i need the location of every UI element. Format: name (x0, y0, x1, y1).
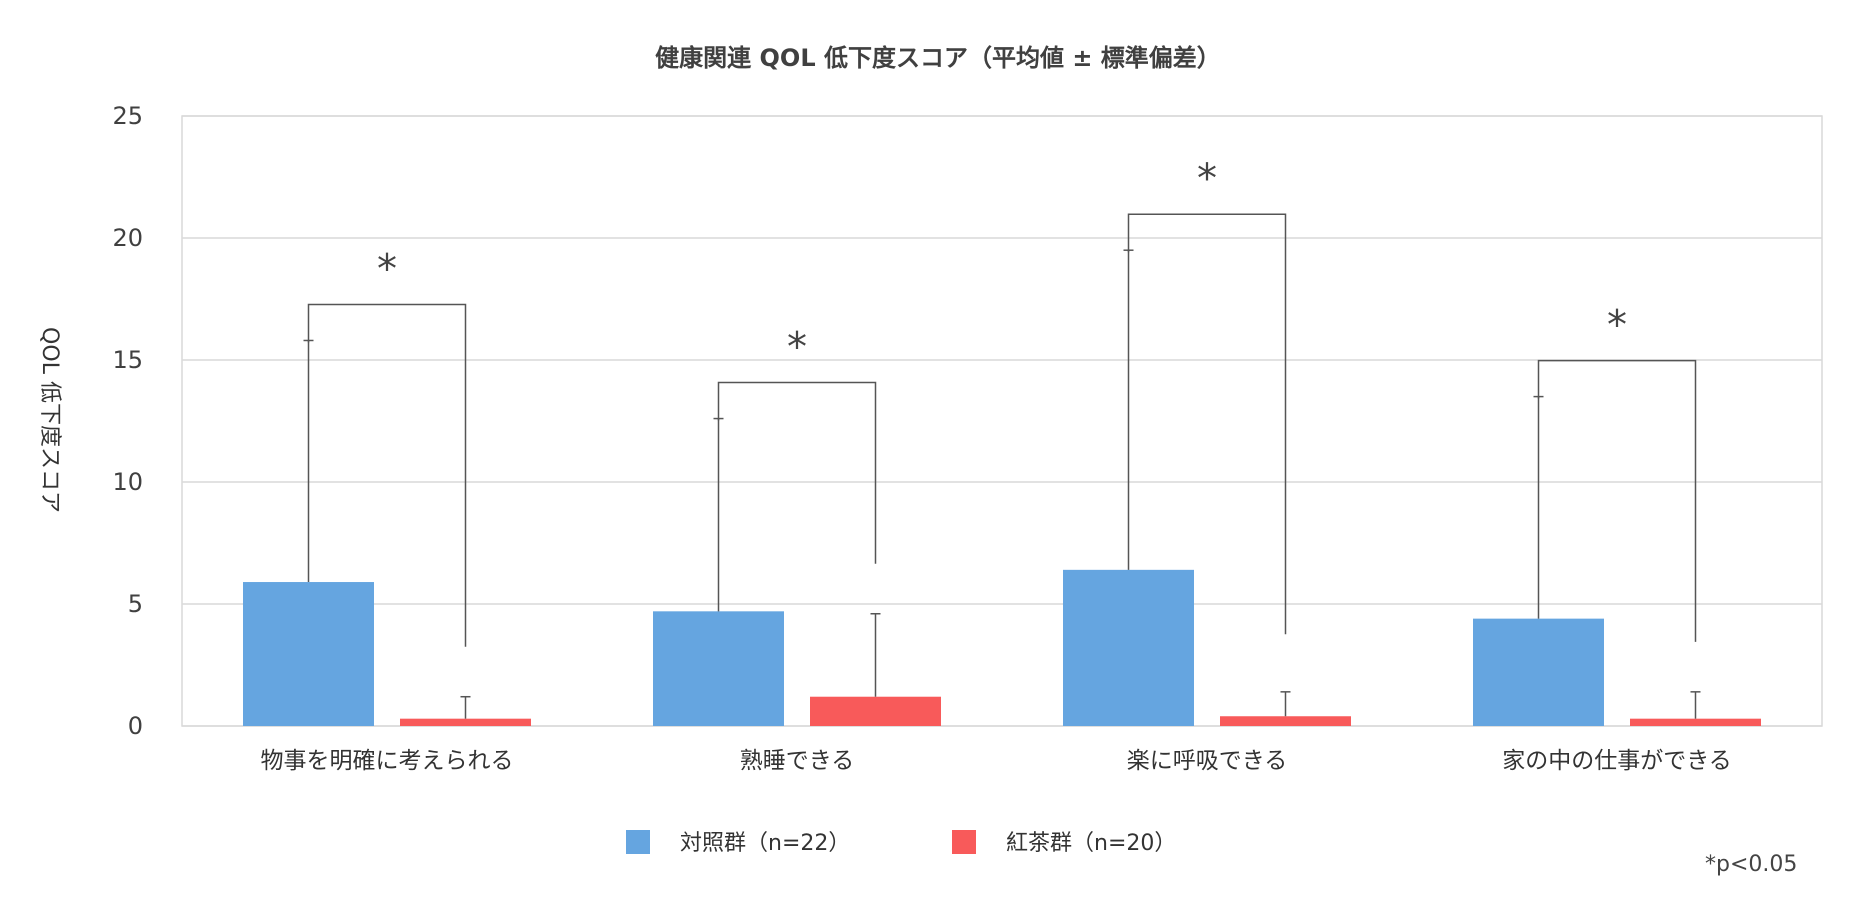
significance-bracket (717, 381, 877, 564)
y-tick-label: 5 (128, 590, 143, 618)
x-tick-label: 熟睡できる (740, 748, 855, 774)
bar (1630, 718, 1761, 726)
x-tick-label: 物事を明確に考えられる (261, 748, 514, 774)
legend-label-control: 対照群（n=22） (680, 831, 851, 856)
y-tick-label: 0 (128, 712, 143, 740)
bar (810, 696, 941, 726)
significance-bracket (307, 303, 467, 647)
legend-item-tea: 紅茶群（n=20） (952, 825, 1176, 857)
legend-swatch-tea (952, 830, 976, 854)
significance-bracket (1537, 359, 1697, 642)
y-tick-label: 25 (112, 102, 143, 130)
chart-title: 健康関連 QOL 低下度スコア（平均値 ± 標準偏差） (655, 44, 1221, 72)
x-tick-label: 楽に呼吸できる (1127, 748, 1288, 774)
legend-label-tea: 紅茶群（n=20） (1006, 831, 1177, 856)
y-tick-label: 20 (112, 224, 143, 252)
plot-frame (181, 115, 1823, 727)
bar (653, 611, 784, 726)
significance-marker: * (1197, 156, 1217, 202)
significance-marker: * (787, 325, 807, 371)
y-tick-label: 10 (112, 468, 143, 496)
y-tick-label: 15 (112, 346, 143, 374)
significance-marker: * (1607, 303, 1627, 349)
significance-bracket (1127, 213, 1287, 635)
bar (243, 582, 374, 726)
x-tick-label: 家の中の仕事ができる (1502, 748, 1732, 774)
legend-swatch-control (626, 830, 650, 854)
legend-item-control: 対照群（n=22） (626, 825, 850, 857)
bar (1473, 618, 1604, 726)
bar (400, 718, 531, 726)
bar (1063, 569, 1194, 726)
significance-note: *p<0.05 (1705, 852, 1798, 877)
significance-marker: * (377, 246, 397, 292)
bar (1220, 716, 1351, 726)
